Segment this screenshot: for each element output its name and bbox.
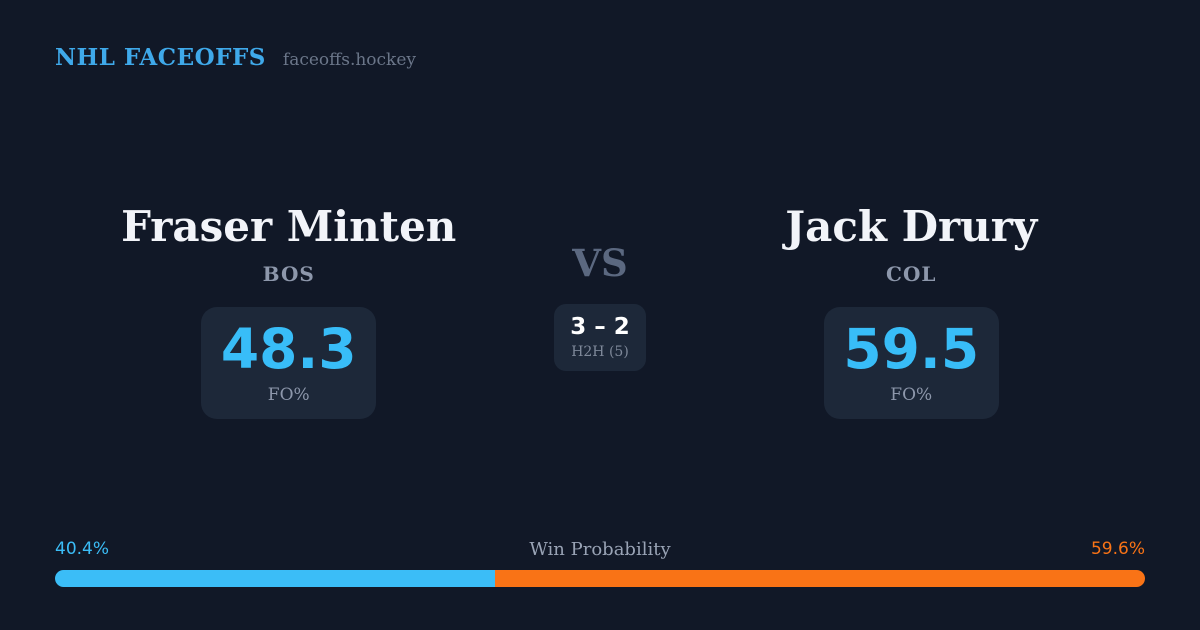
player-right-fo-value: 59.5 — [843, 316, 980, 381]
player-right-name: Jack Drury — [785, 202, 1038, 251]
win-probability-labels: 40.4% Win Probability 59.6% — [55, 539, 1145, 562]
versus-column: VS 3 – 2 H2H (5) — [523, 203, 678, 371]
player-right-team: COL — [886, 262, 937, 287]
player-left-name: Fraser Minten — [121, 202, 457, 251]
h2h-score: 3 – 2 — [570, 313, 630, 340]
player-left-column: Fraser Minten BOS 48.3 FO% — [55, 202, 523, 420]
matchup-section: Fraser Minten BOS 48.3 FO% VS 3 – 2 H2H … — [55, 202, 1146, 420]
win-prob-right-pct: 59.6% — [1090, 539, 1145, 559]
site-url: faceoffs.hockey — [282, 50, 417, 70]
player-right-fo-label: FO% — [890, 384, 933, 405]
h2h-box: 3 – 2 H2H (5) — [554, 304, 646, 371]
win-prob-title: Win Probability — [529, 539, 671, 560]
win-bar-right-segment — [495, 570, 1145, 587]
brand-title: NHL FACEOFFS — [55, 44, 266, 71]
vs-label: VS — [572, 241, 628, 285]
player-left-team: BOS — [262, 262, 315, 287]
player-right-stat-box: 59.5 FO% — [823, 307, 999, 420]
player-right-column: Jack Drury COL 59.5 FO% — [678, 202, 1146, 420]
h2h-label: H2H (5) — [571, 343, 629, 360]
win-prob-left-pct: 40.4% — [55, 539, 110, 559]
header: NHL FACEOFFS faceoffs.hockey — [55, 44, 416, 71]
player-left-stat-box: 48.3 FO% — [201, 307, 377, 420]
player-left-fo-label: FO% — [267, 384, 310, 405]
win-probability-section: 40.4% Win Probability 59.6% — [55, 539, 1145, 587]
win-probability-bar — [55, 570, 1145, 587]
win-bar-left-segment — [55, 570, 496, 587]
player-left-fo-value: 48.3 — [220, 316, 357, 381]
